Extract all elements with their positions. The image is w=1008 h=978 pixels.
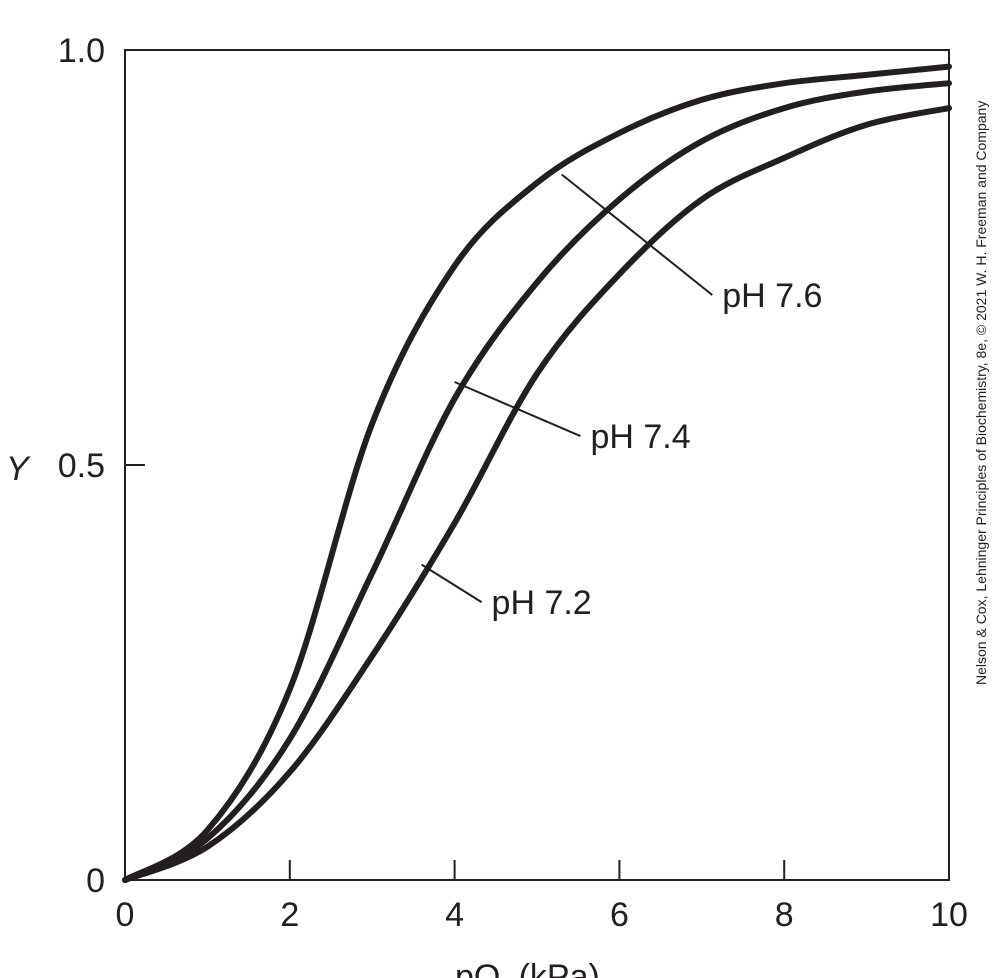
annotation-leader-line <box>421 563 483 603</box>
x-axis-label: pO2 (kPa) <box>455 958 600 978</box>
y-axis-label: Y <box>6 450 31 488</box>
y-tick-label: 0 <box>86 862 105 900</box>
plot-frame <box>124 49 950 881</box>
x-axis-label-subscript: 2 <box>500 974 512 978</box>
copyright-credit: Nelson & Cox, Lehninger Principles of Bi… <box>973 101 989 685</box>
x-tick-label: 10 <box>930 896 968 934</box>
annotation-label: pH 7.2 <box>492 584 592 622</box>
y-tick-label: 0.5 <box>58 447 105 485</box>
annotation-leader-line <box>561 173 713 296</box>
annotation-label: pH 7.6 <box>722 277 822 315</box>
annotations: pH 7.6 pH 7.4 pH 7.2 <box>421 173 822 622</box>
series-line-ph-7-6 <box>122 63 952 883</box>
x-tick-label: 6 <box>610 896 629 934</box>
x-axis-label-unit: (kPa) <box>519 958 600 978</box>
x-tick-label: 0 <box>116 896 135 934</box>
series-lines <box>122 63 952 883</box>
x-tick-label: 4 <box>445 896 464 934</box>
annotation-leader-line <box>454 381 581 438</box>
series-line-ph-7-4 <box>122 80 952 883</box>
x-axis-label-main: pO <box>455 958 500 978</box>
x-tick-label: 8 <box>775 896 794 934</box>
axis-ticks <box>125 464 786 880</box>
annotation-label: pH 7.4 <box>590 418 690 456</box>
tick-labels: 0 2 4 6 8 10 0 0.5 1.0 <box>58 32 968 934</box>
x-tick-label: 2 <box>280 896 299 934</box>
y-tick-label: 1.0 <box>58 32 105 70</box>
series-line-ph-7-2 <box>122 105 952 883</box>
